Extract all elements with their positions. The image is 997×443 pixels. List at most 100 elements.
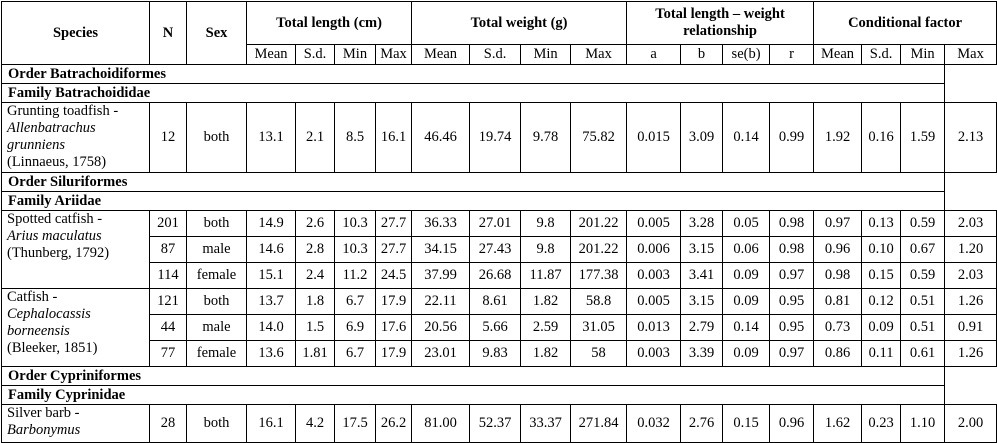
- cell-cf-max: 2.00: [944, 404, 997, 443]
- cell-cf-mean: 1.92: [813, 102, 863, 173]
- cell-n: 87: [149, 236, 187, 263]
- cell-tw-max: 31.05: [570, 314, 628, 341]
- cell-rel-b: 3.15: [680, 288, 724, 315]
- subheader-cf-min: Min: [900, 44, 946, 65]
- cell-rel-seb: 0.09: [722, 288, 771, 315]
- cell-tl-mean: 13.6: [246, 340, 296, 367]
- cell-rel-a: 0.005: [626, 288, 682, 315]
- order-label: Order Siluriformes: [0, 172, 946, 192]
- cell-cf-max: 2.03: [944, 262, 997, 289]
- cell-tl-mean: 14.0: [246, 314, 296, 341]
- cell-cf-min: 0.61: [900, 340, 946, 367]
- cell-tl-mean: 16.1: [246, 404, 296, 443]
- cell-tw-mean: 37.99: [411, 262, 471, 289]
- cell-tw-min: 9.8: [520, 236, 572, 263]
- cell-n: 12: [149, 102, 187, 173]
- cell-tl-max: 27.7: [374, 236, 413, 263]
- cell-cf-sd: 0.10: [861, 236, 902, 263]
- cell-tw-max: 201.22: [570, 210, 628, 237]
- table-row: 44 male 14.0 1.5 6.9 17.6 20.56 5.66 2.59 31.05 0.…: [2, 314, 997, 341]
- cell-rel-a: 0.013: [626, 314, 682, 341]
- cell-tl-sd: 2.4: [295, 262, 335, 289]
- cell-tw-min: 9.78: [520, 102, 572, 173]
- cell-tw-mean: 20.56: [411, 314, 471, 341]
- cell-cf-sd: 0.11: [861, 340, 902, 367]
- subheader-tl-min: Min: [334, 44, 376, 65]
- species-common-name: Grunting toadfish -: [7, 103, 119, 120]
- cell-tl-sd: 1.81: [295, 340, 335, 367]
- header-species: Species: [1, 1, 150, 65]
- header-total-length: Total length (cm): [245, 1, 413, 45]
- cell-rel-r: 0.97: [769, 340, 815, 367]
- cell-tl-mean: 14.6: [246, 236, 296, 263]
- cell-tl-max: 17.9: [374, 288, 413, 315]
- cell-rel-seb: 0.06: [722, 236, 771, 263]
- family-label: Family Batrachoididae: [0, 83, 946, 103]
- subheader-rel-seb: se(b): [722, 44, 771, 65]
- cell-tl-max: 17.6: [374, 314, 413, 341]
- subheader-cf-max: Max: [944, 44, 997, 65]
- cell-tl-min: 6.7: [334, 288, 376, 315]
- species-scientific-name: Barbonymus: [7, 422, 81, 438]
- table-row: Spotted catfish - Arius maculatus (Thunb…: [1, 210, 997, 289]
- cell-cf-sd: 0.23: [861, 404, 902, 443]
- cell-cf-sd: 0.16: [861, 102, 902, 173]
- cell-cf-mean: 0.98: [813, 262, 863, 289]
- cell-tl-max: 17.9: [374, 340, 413, 367]
- cell-rel-seb: 0.09: [722, 262, 771, 289]
- cell-cf-mean: 1.62: [813, 404, 863, 443]
- cell-cf-min: 0.51: [900, 288, 946, 315]
- subheader-cf-mean: Mean: [813, 44, 863, 65]
- cell-tw-max: 75.82: [570, 102, 628, 173]
- table-row: 114 female 15.1 2.4 11.2 24.5 37.99 26.68 11.87 1…: [2, 262, 997, 289]
- species-scientific-name: Arius maculatus: [7, 228, 102, 244]
- cell-cf-mean: 0.96: [813, 236, 863, 263]
- cell-cf-max: 1.26: [944, 288, 997, 315]
- cell-tl-min: 6.9: [334, 314, 376, 341]
- cell-cf-sd: 0.15: [861, 262, 902, 289]
- order-label: Order Cypriniformes: [0, 366, 946, 386]
- cell-cf-mean: 0.86: [813, 340, 863, 367]
- cell-rel-a: 0.015: [626, 102, 682, 173]
- cell-cf-max: 0.91: [944, 314, 997, 341]
- order-label: Order Batrachoidiformes: [0, 64, 946, 84]
- cell-tw-mean: 23.01: [411, 340, 471, 367]
- subheader-cf-sd: S.d.: [861, 44, 902, 65]
- cell-tl-mean: 15.1: [246, 262, 296, 289]
- table-row: Catfish - Cephalocassis borneensis (Blee…: [1, 288, 997, 367]
- cell-tl-mean: 13.7: [246, 288, 296, 315]
- cell-sex: both: [186, 404, 247, 443]
- cell-rel-a: 0.006: [626, 236, 682, 263]
- header-row: Species N Sex Total length (cm) Total we…: [1, 1, 997, 65]
- cell-cf-max: 2.13: [944, 102, 997, 173]
- cell-rel-a: 0.003: [626, 262, 682, 289]
- cell-tl-sd: 4.2: [295, 404, 335, 443]
- cell-tw-max: 201.22: [570, 236, 628, 263]
- cell-cf-min: 0.51: [900, 314, 946, 341]
- cell-tw-max: 271.84: [570, 404, 628, 443]
- order-row: Order Batrachoidiformes: [0, 64, 997, 84]
- cell-rel-r: 0.98: [769, 210, 815, 237]
- subheader-rel-r: r: [769, 44, 815, 65]
- table-row: Silver barb - Barbonymus 28 both 16.1 4.2 17…: [1, 404, 997, 443]
- cell-tl-min: 6.7: [334, 340, 376, 367]
- cell-rel-seb: 0.15: [722, 404, 771, 443]
- cell-rel-seb: 0.09: [722, 340, 771, 367]
- cell-sex: both: [186, 102, 247, 173]
- cell-rel-r: 0.95: [769, 288, 815, 315]
- species-cell: Silver barb - Barbonymus: [1, 404, 150, 443]
- subheader-tw-min: Min: [520, 44, 572, 65]
- family-label: Family Cyprinidae: [0, 385, 946, 405]
- subheader-tw-mean: Mean: [411, 44, 471, 65]
- subheader-rel-b: b: [680, 44, 724, 65]
- cell-sex: male: [186, 314, 247, 341]
- cell-tw-sd: 27.01: [469, 210, 522, 237]
- cell-tw-max: 58.8: [570, 288, 628, 315]
- family-label: Family Ariidae: [0, 191, 946, 211]
- species-scientific-name: Allenbatrachus grunniens: [7, 120, 96, 153]
- header-total-weight: Total weight (g): [411, 1, 628, 45]
- cell-tw-sd: 9.83: [469, 340, 522, 367]
- subheader-row: Mean S.d. Min Max Mean S.d. Min Max a b …: [2, 44, 997, 65]
- species-scientific-name: Cephalocassis borneensis: [7, 306, 91, 339]
